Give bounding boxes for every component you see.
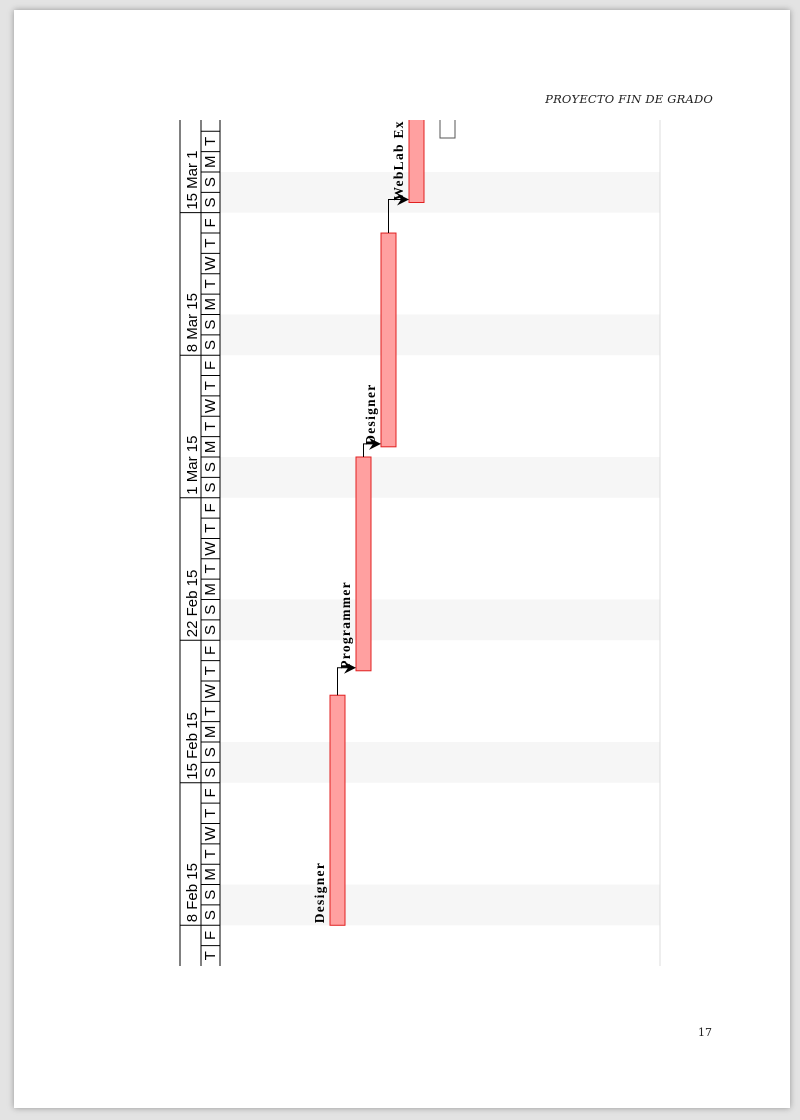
day-label: S <box>202 605 219 615</box>
dependency-line <box>388 199 401 234</box>
weekend-band <box>220 742 660 783</box>
week-label: 8 Feb 15 <box>184 863 201 922</box>
day-label: S <box>202 340 219 350</box>
day-label: F <box>202 646 219 655</box>
dependency-arrowhead <box>344 661 356 674</box>
day-label: T <box>202 137 219 146</box>
day-label: F <box>202 931 219 940</box>
day-label: T <box>202 809 219 818</box>
weekend-band <box>220 599 660 641</box>
week-label: 22 Feb 15 <box>184 570 201 638</box>
week-label: 15 Mar 1 <box>184 150 201 209</box>
task-label: WebLab Expert <box>391 91 406 201</box>
day-label: F <box>202 503 219 512</box>
week-label: 1 Mar 15 <box>184 436 201 495</box>
day-label: T <box>202 422 219 431</box>
week-label: 15 Feb 15 <box>184 712 201 780</box>
day-label: M <box>202 868 219 881</box>
weekend-band <box>220 314 660 356</box>
day-label: S <box>202 483 219 493</box>
dependency-arrowhead <box>397 193 409 206</box>
connector-bracket <box>439 120 456 139</box>
day-label: S <box>202 890 219 900</box>
day-label: W <box>202 398 219 413</box>
day-label: T <box>202 381 219 390</box>
day-label: M <box>202 583 219 596</box>
day-label: S <box>202 197 219 207</box>
task-label: Programmer <box>338 581 353 669</box>
task-label: Designer <box>363 383 378 444</box>
day-label: S <box>202 177 219 187</box>
day-label: W <box>202 826 219 841</box>
day-label: M <box>202 298 219 311</box>
task-label: Designer <box>312 862 327 923</box>
day-label: S <box>202 320 219 330</box>
day-label: S <box>202 910 219 920</box>
weekend-band <box>220 457 660 498</box>
week-label: 8 Mar 15 <box>184 293 201 352</box>
day-label: S <box>202 462 219 472</box>
day-label: T <box>202 951 219 960</box>
task-bar <box>380 232 397 448</box>
day-label: M <box>202 441 219 454</box>
day-label: F <box>202 218 219 227</box>
day-label: S <box>202 625 219 635</box>
day-label: T <box>202 707 219 716</box>
weekend-band <box>220 884 660 926</box>
day-label: T <box>202 279 219 288</box>
day-label: T <box>202 849 219 858</box>
day-label: M <box>202 156 219 169</box>
day-label: T <box>202 524 219 533</box>
weekend-band <box>220 171 660 213</box>
running-header: PROYECTO FIN DE GRADO <box>545 92 713 106</box>
day-label: F <box>202 361 219 370</box>
task-bar <box>329 694 346 926</box>
day-label: M <box>202 726 219 739</box>
task-bar <box>355 456 372 672</box>
day-label: S <box>202 768 219 778</box>
task-bar <box>408 120 425 204</box>
day-label: T <box>202 666 219 675</box>
day-label: W <box>202 256 219 271</box>
day-label: W <box>202 541 219 556</box>
dependency-arrowhead <box>369 437 381 450</box>
day-label: F <box>202 788 219 797</box>
dependency-line <box>363 443 373 457</box>
dependency-line <box>337 667 348 696</box>
day-label: S <box>202 747 219 757</box>
day-label: T <box>202 564 219 573</box>
day-label: W <box>202 683 219 698</box>
day-label: T <box>202 239 219 248</box>
page-number: 17 <box>698 1026 712 1039</box>
